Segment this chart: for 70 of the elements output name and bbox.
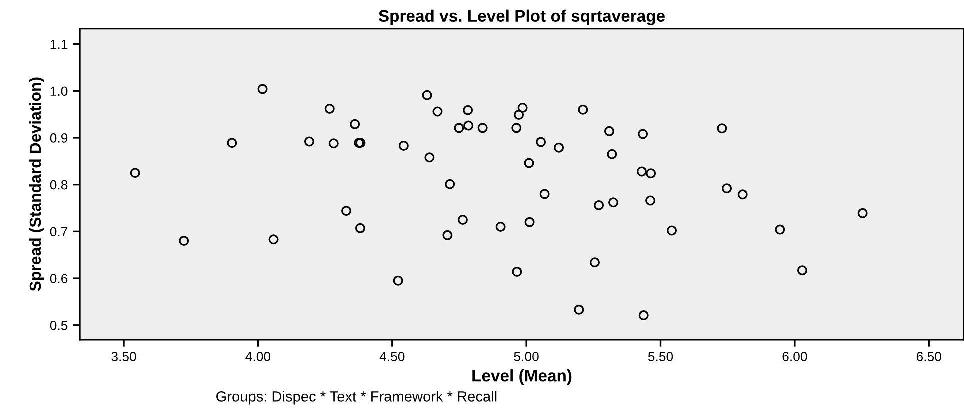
point [578,104,588,115]
point [496,222,506,232]
point [646,168,656,179]
point [608,198,619,208]
point [775,224,786,235]
point [304,136,314,147]
point [179,236,190,246]
point [638,129,648,140]
point [524,217,535,228]
point [442,230,453,240]
point [722,184,732,194]
x-tick-label: 6.00 [782,352,808,362]
point [512,123,522,134]
point [590,258,600,268]
x-axis-title: Level (Mean) [472,370,572,386]
point [514,110,524,120]
point [268,234,279,245]
point [393,276,404,286]
point [554,142,564,153]
y-tick-label: 0.9 [50,134,68,143]
point [574,304,584,315]
point [636,166,647,177]
point [638,310,649,321]
x-tick-label: 5.00 [514,352,539,362]
point [478,123,488,134]
point [667,226,678,236]
point [536,137,546,148]
point [512,266,522,277]
point [540,189,550,200]
point [130,168,140,178]
x-tick-label: 4.50 [380,352,405,362]
x-tick-label: 4.00 [246,352,271,362]
point [422,90,432,100]
point [463,105,474,116]
y-tick-label: 0.7 [50,227,68,237]
point [646,196,656,206]
point [454,123,464,134]
point [355,223,366,234]
point [594,200,604,210]
y-tick-label: 0.8 [50,180,68,190]
point [607,149,618,160]
point [738,190,748,200]
point [604,126,614,136]
x-tick-label: 5.50 [648,352,674,362]
point [524,158,534,168]
point [227,138,238,148]
point [464,120,474,131]
point [445,179,456,190]
point [797,266,808,276]
point [432,106,443,117]
y-tick-label: 0.5 [50,320,68,330]
point [398,140,409,151]
y-axis-title: Spread (Standard Deviation) [29,78,44,292]
y-tick-label: 1.0 [50,86,68,96]
x-tick-label: 3.50 [112,352,136,362]
point [458,214,468,225]
text: Groups: Dispec * Text * Framework * Recall [216,391,497,405]
point [341,206,352,216]
x-tick-label: 6.50 [916,352,942,362]
point [324,104,335,114]
point [328,138,339,149]
chart-title: Spread vs. Level Plot of sqrtaverage [378,10,666,26]
y-tick-label: 1.1 [50,40,68,50]
y-tick-label: 0.6 [50,274,68,284]
point [518,103,528,114]
point [350,119,360,130]
point [258,84,268,94]
point [424,152,435,163]
point [717,124,728,134]
point [858,208,868,218]
